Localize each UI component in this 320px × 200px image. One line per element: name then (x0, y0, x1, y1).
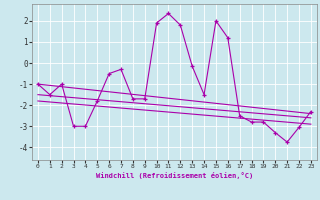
X-axis label: Windchill (Refroidissement éolien,°C): Windchill (Refroidissement éolien,°C) (96, 172, 253, 179)
